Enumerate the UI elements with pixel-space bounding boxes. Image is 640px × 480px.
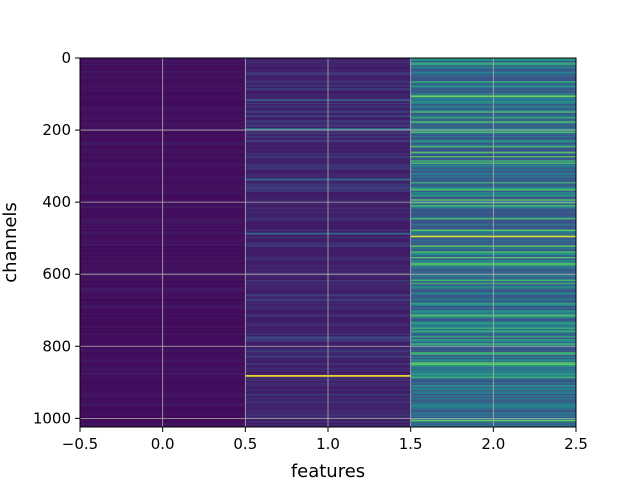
y-tick-label: 1000 (33, 409, 71, 427)
x-tick-label: 0.0 (151, 435, 175, 453)
x-tick-label: 0.5 (233, 435, 257, 453)
y-tick-label: 800 (42, 337, 71, 355)
y-tick-label: 400 (42, 193, 71, 211)
x-tick-label: 1.0 (316, 435, 340, 453)
x-tick-label: 1.5 (399, 435, 423, 453)
y-tick-label: 0 (61, 49, 71, 67)
y-axis-label: channels (0, 202, 21, 283)
y-tick-label: 200 (42, 121, 71, 139)
x-axis-label: features (291, 461, 365, 480)
x-tick-label: 2.0 (481, 435, 505, 453)
y-tick-label: 600 (42, 265, 71, 283)
y-axis-ticks: 0 200 400 600 800 1000 (33, 49, 80, 427)
x-axis-ticks: −0.5 0.0 0.5 1.0 1.5 2.0 2.5 (62, 427, 588, 453)
x-tick-label: 2.5 (564, 435, 588, 453)
plot-area (79, 57, 577, 428)
x-tick-label: −0.5 (62, 435, 98, 453)
